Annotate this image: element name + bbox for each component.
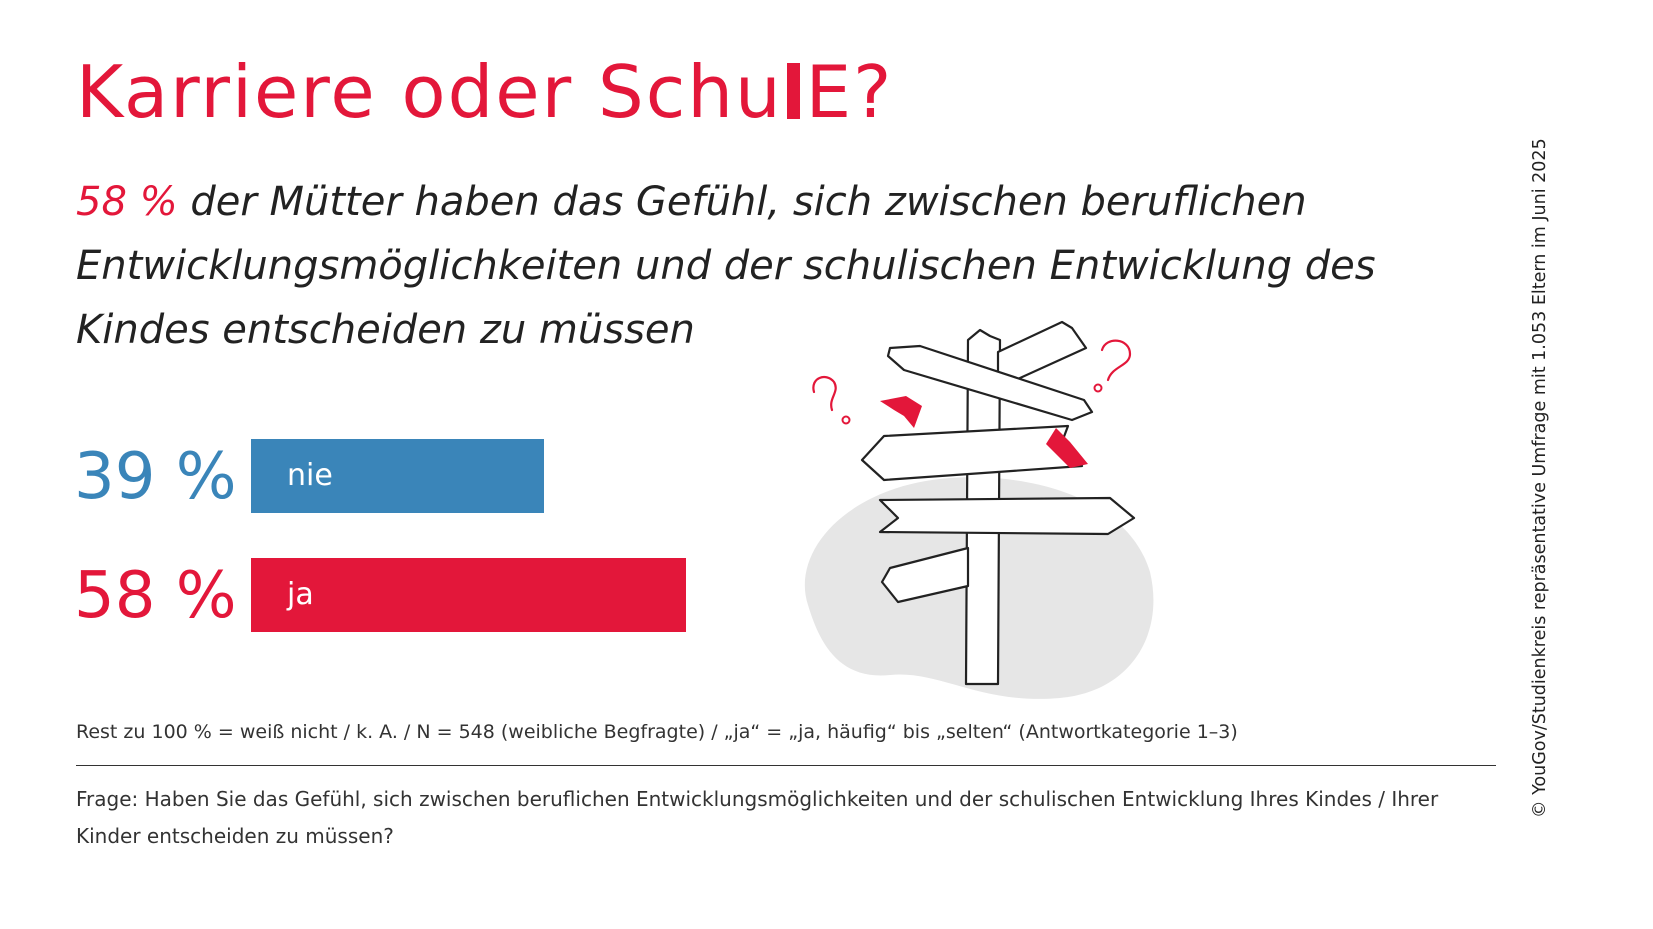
title-text-end: E? bbox=[805, 50, 894, 134]
divider bbox=[76, 765, 1496, 766]
question-mark-left-icon bbox=[812, 375, 837, 412]
signpost-arrow-right-bottom bbox=[878, 496, 1136, 536]
survey-question: Frage: Haben Sie das Gefühl, sich zwisch… bbox=[76, 787, 1439, 848]
signpost-arrow-left-middle bbox=[860, 424, 1084, 482]
title-cursor-mark bbox=[786, 63, 800, 119]
subtitle: 58 % der Mütter haben das Gefühl, sich z… bbox=[76, 170, 1496, 362]
question-dot-left bbox=[841, 415, 851, 425]
title-text-start: Karriere oder Schu bbox=[76, 50, 783, 134]
footnote: Rest zu 100 % = weiß nicht / k. A. / N =… bbox=[76, 721, 1238, 743]
bar-value-label: 58 % bbox=[74, 559, 237, 633]
signpost-red-chevron-right bbox=[1046, 428, 1088, 468]
question-dot-right bbox=[1093, 383, 1103, 393]
subtitle-text: der Mütter haben das Gefühl, sich zwisch… bbox=[76, 179, 1376, 353]
signpost-icon bbox=[804, 320, 1154, 699]
bar-ja: ja bbox=[251, 558, 686, 632]
bar-value-label: 39 % bbox=[74, 440, 237, 514]
page-title: Karriere oder Schu E? bbox=[76, 56, 893, 128]
subtitle-highlight: 58 % bbox=[76, 179, 178, 225]
question-mark-right-icon bbox=[1100, 339, 1132, 382]
bar-nie: nie bbox=[251, 439, 544, 513]
source-credit: © YouGov/Studienkreis repräsentative Umf… bbox=[1530, 138, 1550, 818]
signpost-arrow-right-diagonal bbox=[886, 344, 1094, 422]
signpost-arrow-left-lower bbox=[880, 546, 970, 604]
signpost-red-chevron-left bbox=[880, 396, 922, 428]
